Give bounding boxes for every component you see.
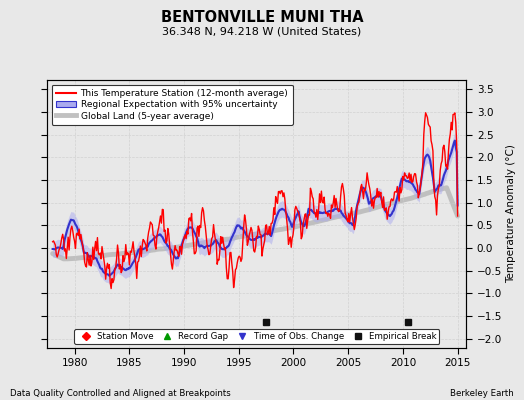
Text: Data Quality Controlled and Aligned at Breakpoints: Data Quality Controlled and Aligned at B…	[10, 389, 231, 398]
Legend: Station Move, Record Gap, Time of Obs. Change, Empirical Break: Station Move, Record Gap, Time of Obs. C…	[74, 329, 440, 344]
Text: BENTONVILLE MUNI THA: BENTONVILLE MUNI THA	[161, 10, 363, 25]
Text: 36.348 N, 94.218 W (United States): 36.348 N, 94.218 W (United States)	[162, 26, 362, 36]
Text: Berkeley Earth: Berkeley Earth	[450, 389, 514, 398]
Y-axis label: Temperature Anomaly (°C): Temperature Anomaly (°C)	[506, 144, 516, 284]
